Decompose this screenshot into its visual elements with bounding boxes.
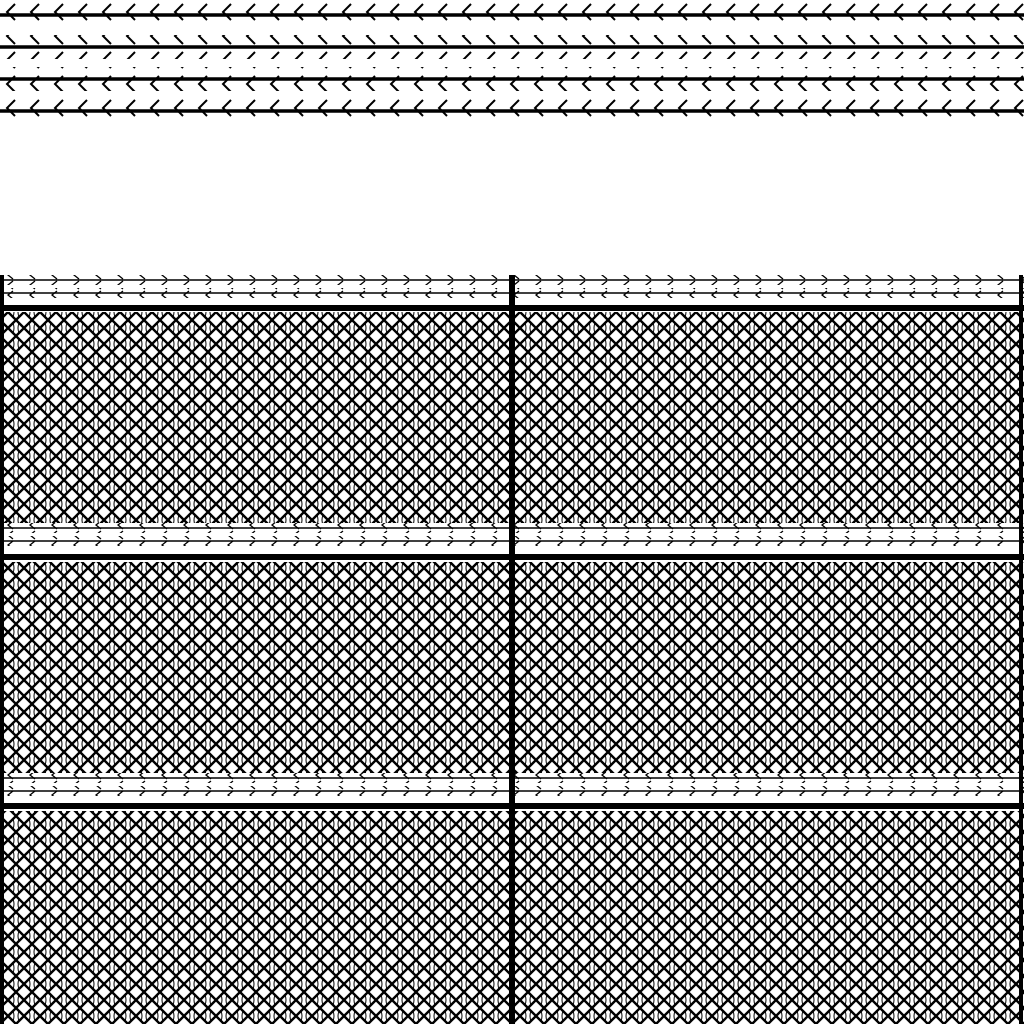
barbed-wire-group — [0, 3, 1024, 123]
fence — [0, 275, 1024, 1024]
